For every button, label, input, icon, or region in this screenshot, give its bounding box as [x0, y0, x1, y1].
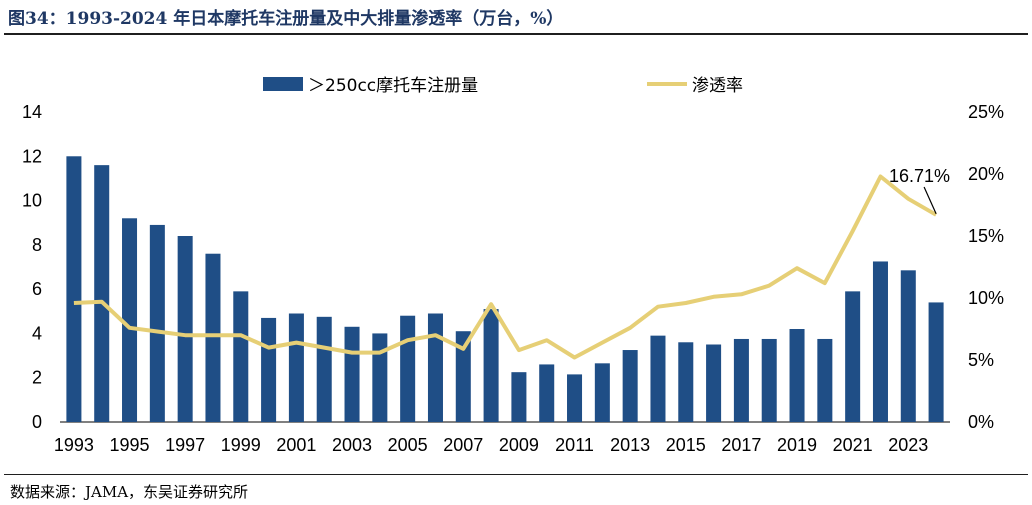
x-tick-label: 2021	[833, 435, 873, 455]
bar	[261, 317, 277, 422]
left-y-tick-label: 6	[32, 279, 42, 299]
left-y-tick-label: 2	[32, 368, 42, 388]
bar	[344, 326, 360, 422]
bar	[567, 374, 583, 422]
left-y-tick-label: 10	[22, 191, 42, 211]
bar	[149, 224, 165, 422]
left-y-tick-label: 4	[32, 323, 42, 343]
top-divider	[4, 33, 1028, 35]
x-tick-label: 2019	[777, 435, 817, 455]
legend-bar-label: ＞250cc摩托车注册量	[308, 76, 478, 96]
x-tick-label: 2017	[721, 435, 761, 455]
bar	[928, 302, 944, 422]
bar	[400, 315, 416, 422]
right-y-tick-label: 0%	[968, 412, 994, 432]
bar	[706, 344, 722, 422]
bar	[650, 335, 666, 422]
bar	[594, 363, 610, 422]
bar	[845, 291, 861, 422]
bar	[205, 253, 221, 422]
x-tick-label: 1995	[110, 435, 150, 455]
annotation-label: 16.71%	[889, 166, 950, 186]
x-tick-label: 1997	[165, 435, 205, 455]
bar	[122, 218, 138, 422]
x-tick-label: 2005	[388, 435, 428, 455]
bar	[372, 333, 388, 422]
bar	[900, 270, 916, 422]
x-tick-label: 2001	[276, 435, 316, 455]
x-axis: 1993 1995 1997 1999 2001 2003 2005 2007 2009 2011…	[54, 421, 950, 455]
line-series	[73, 174, 938, 360]
right-y-tick-label: 15%	[968, 226, 1004, 246]
penetration-line	[73, 174, 938, 360]
legend-bar-swatch	[263, 77, 303, 91]
bar-series	[66, 156, 944, 422]
right-y-tick-label: 5%	[968, 350, 994, 370]
x-tick-label: 2007	[443, 435, 483, 455]
bar	[511, 372, 527, 422]
left-y-tick-label: 0	[32, 412, 42, 432]
bar	[789, 329, 805, 422]
bar	[233, 291, 249, 422]
bar	[733, 338, 749, 422]
bar	[872, 261, 888, 422]
x-tick-label: 2009	[499, 435, 539, 455]
bar	[94, 165, 110, 422]
source-note: 数据来源：JAMA，东吴证券研究所	[10, 483, 249, 501]
left-y-tick-label: 12	[22, 146, 42, 166]
right-y-tick-label: 20%	[968, 164, 1004, 184]
x-tick-label: 1993	[54, 435, 94, 455]
bar	[288, 313, 304, 422]
bar	[761, 338, 777, 422]
left-y-tick-label: 14	[22, 102, 42, 122]
bottom-divider	[4, 474, 1028, 475]
legend-line-label: 渗透率	[692, 76, 743, 96]
bar	[539, 364, 555, 422]
x-tick-label: 2011	[555, 435, 594, 455]
x-tick-label: 2013	[610, 435, 650, 455]
bar	[177, 236, 193, 422]
chart-legend: ＞250cc摩托车注册量 渗透率	[263, 76, 743, 96]
combo-chart: ＞250cc摩托车注册量 渗透率 0 2 4 6 8 10 12 14 0% 5% 10% 15% 2…	[22, 76, 1004, 455]
bar	[427, 313, 443, 422]
bar	[483, 309, 499, 422]
right-y-tick-label: 25%	[968, 102, 1004, 122]
left-y-axis: 0 2 4 6 8 10 12 14	[22, 102, 42, 432]
bar	[66, 156, 82, 422]
right-y-axis: 0% 5% 10% 15% 20% 25%	[968, 102, 1004, 432]
bar	[817, 338, 833, 422]
bar	[455, 331, 471, 422]
annotation-leader-line	[923, 186, 937, 215]
x-tick-label: 2015	[666, 435, 706, 455]
right-y-tick-label: 10%	[968, 288, 1004, 308]
x-tick-label: 1999	[221, 435, 261, 455]
bar	[316, 316, 332, 422]
x-tick-label: 2023	[888, 435, 928, 455]
left-y-tick-label: 8	[32, 235, 42, 255]
bar	[678, 342, 694, 422]
figure-title: 图34：1993-2024 年日本摩托车注册量及中大排量渗透率（万台，%）	[8, 9, 564, 29]
x-tick-label: 2003	[332, 435, 372, 455]
bar	[622, 350, 638, 422]
chart-annotation: 16.71%	[889, 166, 950, 215]
